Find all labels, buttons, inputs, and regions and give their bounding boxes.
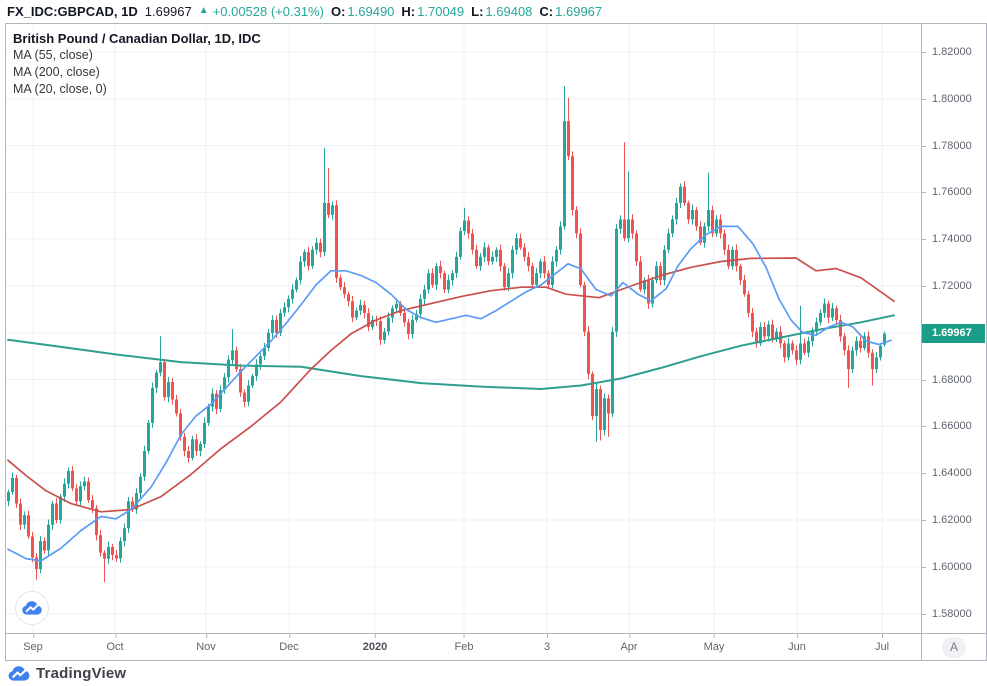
price-chart-canvas[interactable] xyxy=(6,24,921,633)
price-tick-label: 1.66000 xyxy=(922,420,986,432)
candles-series xyxy=(7,86,886,582)
price-axis[interactable]: 1.82000 1.80000 1.78000 1.76000 1.74000 1.720… xyxy=(921,24,986,633)
last-price-badge: 1.69967 xyxy=(922,324,985,343)
time-tick-label: May xyxy=(703,633,725,653)
tradingview-logo-icon[interactable] xyxy=(8,666,30,681)
axis-corner: A xyxy=(921,633,986,660)
price-tick-label: 1.58000 xyxy=(922,608,986,620)
price-tick-label: 1.74000 xyxy=(922,233,986,245)
auto-scale-button[interactable]: A xyxy=(942,636,966,658)
high-value: H: 1.70049 xyxy=(401,3,465,19)
ma-line-ma55 xyxy=(7,257,895,513)
legend-ma-55[interactable]: MA (55, close) xyxy=(13,47,97,64)
time-tick-label: 3 xyxy=(543,633,551,653)
time-tick-label: Dec xyxy=(279,633,299,653)
time-tick-label: Sep xyxy=(23,633,43,653)
up-arrow-icon: ▲ xyxy=(198,5,209,16)
price-tick-label: 1.76000 xyxy=(922,186,986,198)
close-value: C: 1.69967 xyxy=(539,3,603,19)
chart-legend: British Pound / Canadian Dollar, 1D, IDC… xyxy=(13,30,265,98)
last-price: 1.69967 xyxy=(144,3,192,19)
time-tick-label: Oct xyxy=(106,633,124,653)
price-tick-label: 1.62000 xyxy=(922,514,986,526)
price-tick-label: 1.60000 xyxy=(922,561,986,573)
chart-widget: British Pound / Canadian Dollar, 1D, IDC… xyxy=(5,23,987,661)
price-tick-label: 1.80000 xyxy=(922,93,986,105)
time-tick-label: Feb xyxy=(454,633,474,653)
price-tick-label: 1.68000 xyxy=(922,374,986,386)
time-tick-label: Apr xyxy=(620,633,638,653)
price-tick-label: 1.72000 xyxy=(922,280,986,292)
legend-ma-200[interactable]: MA (200, close) xyxy=(13,64,104,81)
legend-symbol-title[interactable]: British Pound / Canadian Dollar, 1D, IDC xyxy=(13,30,265,47)
footer: TradingView xyxy=(0,661,987,686)
tradingview-watermark-button[interactable] xyxy=(15,591,49,625)
change-value: +0.00528 (+0.31%) xyxy=(212,3,324,19)
grid-lines xyxy=(6,24,921,633)
cloud-logo-icon xyxy=(22,601,42,615)
ma-line-ma20 xyxy=(7,225,892,562)
price-change: ▲ +0.00528 (+0.31%) xyxy=(199,4,324,19)
time-tick-label: Jun xyxy=(788,633,806,653)
tradingview-brand[interactable]: TradingView xyxy=(36,665,127,682)
symbol-name[interactable]: FX_IDC:GBPCAD, 1D xyxy=(7,3,138,19)
legend-ma-20[interactable]: MA (20, close, 0) xyxy=(13,81,111,98)
time-tick-label: Jul xyxy=(874,633,890,653)
price-tick-label: 1.78000 xyxy=(922,140,986,152)
open-value: O: 1.69490 xyxy=(330,3,395,19)
time-axis[interactable]: Sep Oct Nov Dec 2020 Feb 3 Apr May Jun Jul xyxy=(6,633,921,660)
ma-line-ma200 xyxy=(7,314,895,390)
time-tick-label: Nov xyxy=(196,633,216,653)
price-tick-label: 1.64000 xyxy=(922,467,986,479)
time-tick-label: 2020 xyxy=(362,633,388,653)
ohlc-topbar: FX_IDC:GBPCAD, 1D 1.69967 ▲ +0.00528 (+0.… xyxy=(0,0,987,22)
low-value: L: 1.69408 xyxy=(471,3,533,19)
price-tick-label: 1.82000 xyxy=(922,46,986,58)
